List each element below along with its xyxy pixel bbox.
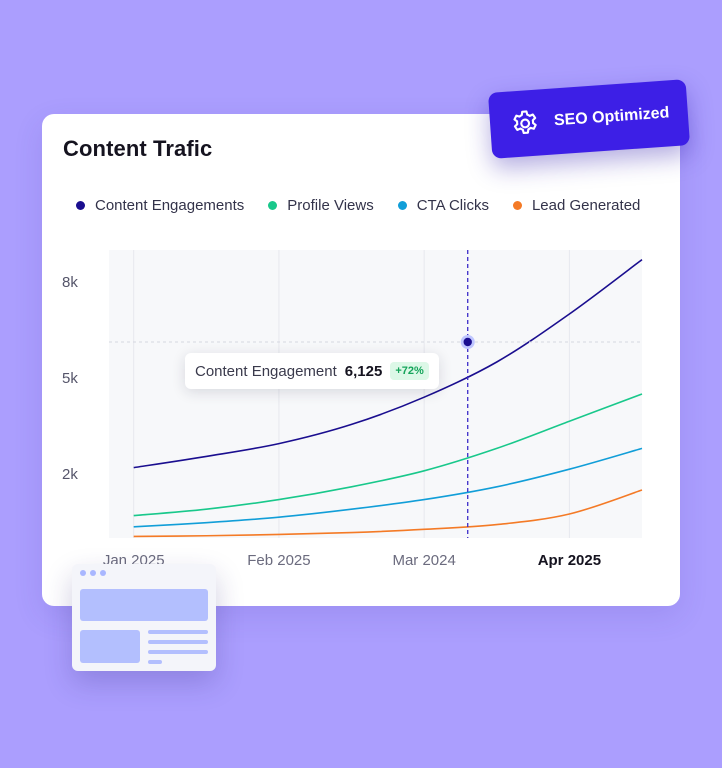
card-title: Content Trafic [63, 136, 213, 161]
placeholder-line [148, 660, 162, 664]
tooltip-change-badge: +72% [390, 362, 429, 380]
legend-item-cta-clicks[interactable]: CTA Clicks [397, 197, 489, 214]
gear-icon [513, 110, 537, 135]
legend-dot [512, 201, 522, 210]
series-line-profile-views [133, 393, 643, 517]
legend-item-content-engagements[interactable]: Content Engagements [76, 197, 244, 214]
series-line-content-engagements [133, 258, 643, 469]
tooltip-label: Content Engagement [195, 362, 337, 380]
plot-background [109, 250, 642, 538]
window-dot [80, 570, 86, 576]
x-tick-label: Feb 2025 [247, 552, 310, 569]
legend-dot [268, 201, 278, 210]
placeholder-line [148, 650, 208, 654]
x-tick-label: Mar 2024 [392, 552, 455, 569]
seo-optimized-badge: SEO Optimized [487, 79, 691, 159]
x-tick-label: Apr 2025 [538, 552, 601, 569]
series-line-lead-generated [133, 489, 643, 538]
placeholder-line [148, 640, 208, 644]
tooltip-value: 6,125 [344, 362, 383, 380]
content-traffic-card: Content Trafic Content Engagements Profi… [42, 114, 680, 606]
chart-legend: Content Engagements Profile Views CTA Cl… [76, 197, 660, 214]
y-tick-label: 2k [62, 466, 78, 483]
legend-label: Content Engagements [95, 197, 245, 214]
highlight-point [463, 337, 472, 347]
legend-label: Profile Views [287, 197, 374, 214]
legend-dot [76, 201, 85, 210]
seo-badge-label: SEO Optimized [553, 104, 670, 130]
placeholder-line [148, 630, 208, 634]
legend-item-profile-views[interactable]: Profile Views [268, 197, 374, 214]
legend-dot [397, 201, 407, 210]
y-tick-label: 8k [62, 274, 78, 291]
window-dot [100, 570, 106, 576]
placeholder-block [80, 630, 140, 663]
browser-window-illustration [72, 564, 216, 671]
chart-tooltip: Content Engagement 6,125 +72% [185, 353, 439, 389]
y-tick-label: 5k [62, 370, 78, 387]
legend-label: CTA Clicks [416, 197, 489, 214]
series-line-cta-clicks [133, 447, 643, 528]
window-dot [90, 570, 96, 576]
placeholder-block [80, 589, 208, 621]
legend-label: Lead Generated [531, 197, 641, 214]
legend-item-lead-generated[interactable]: Lead Generated [512, 197, 641, 214]
